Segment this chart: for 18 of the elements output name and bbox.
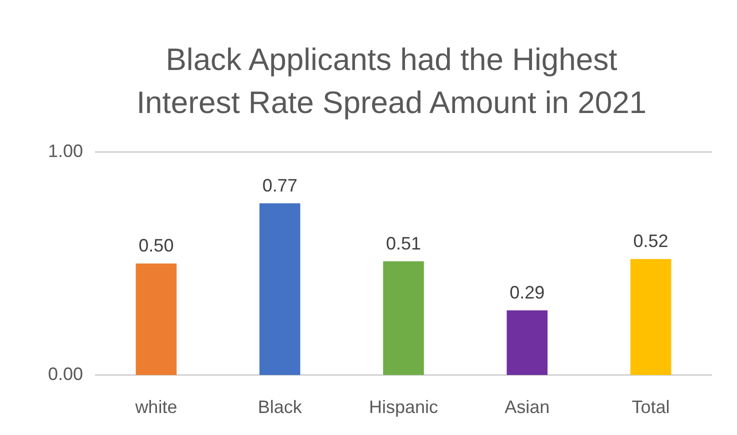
x-tick-label: Black	[258, 397, 303, 417]
data-label: 0.52	[633, 231, 668, 252]
x-tick-label: Asian	[504, 397, 550, 417]
data-label: 0.29	[510, 282, 545, 302]
bar	[136, 264, 177, 375]
data-label: 0.77	[262, 175, 298, 196]
bar	[259, 203, 300, 375]
bar	[383, 261, 424, 375]
x-tick-label: Hispanic	[368, 397, 438, 417]
y-tick-label: 1.00	[48, 140, 83, 161]
x-tick-label: white	[134, 397, 178, 417]
bar	[630, 259, 672, 375]
y-tick-label: 0.00	[48, 364, 83, 384]
x-tick-label: Total	[632, 397, 670, 417]
chart-title: Black Applicants had the Highest Interest Rate Spread Amount in 2021	[136, 42, 647, 120]
bar	[506, 310, 548, 375]
data-label: 0.50	[138, 236, 174, 256]
data-label: 0.51	[386, 233, 422, 254]
